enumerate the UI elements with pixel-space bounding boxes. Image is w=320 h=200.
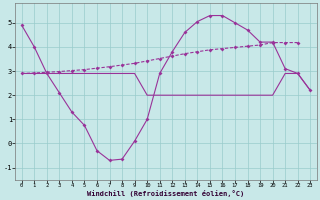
- X-axis label: Windchill (Refroidissement éolien,°C): Windchill (Refroidissement éolien,°C): [87, 190, 244, 197]
